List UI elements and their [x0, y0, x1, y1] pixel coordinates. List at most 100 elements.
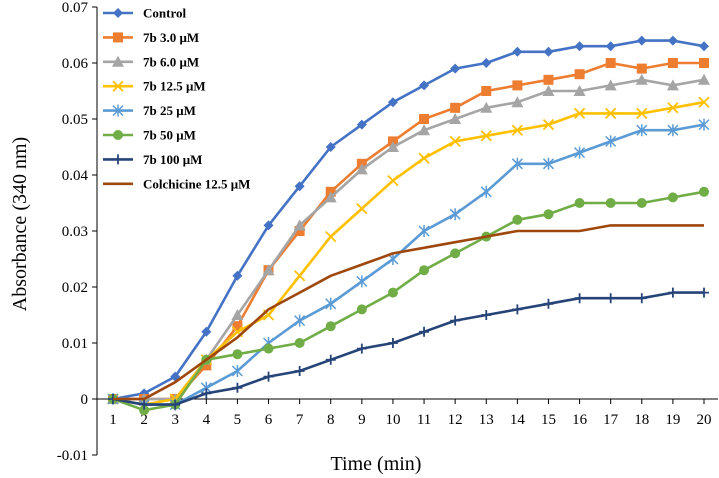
legend-label: 7b 25 μM: [143, 103, 196, 118]
series-line: [112, 123, 705, 406]
data-point: [293, 270, 306, 282]
data-point: [605, 198, 616, 208]
data-point: [574, 198, 585, 208]
data-point: [699, 58, 709, 68]
data-point: [294, 226, 305, 236]
data-point: [636, 107, 648, 120]
data-point: [699, 186, 709, 197]
x-tick-label: 3: [171, 412, 179, 428]
data-point: [113, 32, 123, 43]
data-point: [232, 270, 243, 281]
y-tick-label: -0.01: [57, 448, 88, 464]
y-tick-label: 0.06: [62, 56, 89, 72]
data-point: [263, 371, 274, 382]
data-point: [356, 304, 367, 315]
legend-label: 7b 50 μM: [143, 128, 196, 143]
data-point: [636, 293, 647, 304]
data-point: [542, 157, 555, 170]
data-point: [232, 321, 243, 332]
data-point: [386, 141, 399, 152]
data-point: [480, 101, 493, 113]
data-point: [543, 298, 554, 309]
x-tick-label: 2: [140, 412, 148, 428]
y-tick-label: 0.05: [62, 112, 88, 128]
x-axis-title: Time (min): [331, 453, 422, 475]
data-point: [542, 85, 555, 96]
data-point: [699, 287, 709, 298]
data-point: [543, 74, 554, 85]
y-tick-label: 0.01: [62, 336, 88, 352]
x-tick-label: 12: [448, 412, 463, 428]
legend-label: Colchicine 12.5 μM: [143, 176, 250, 191]
series-line: [112, 291, 704, 406]
data-point: [293, 219, 306, 231]
data-point: [418, 152, 430, 164]
data-point: [387, 174, 399, 187]
data-point: [325, 230, 337, 243]
data-point: [201, 326, 212, 337]
series-line: [113, 224, 704, 401]
data-point: [636, 124, 648, 137]
legend-item: 7b 3.0 μM: [103, 30, 199, 45]
data-point: [170, 399, 181, 410]
data-point: [480, 130, 492, 142]
data-point: [511, 96, 524, 108]
data-point: [449, 113, 462, 124]
x-axis-ticks: 1 2 3 4 5 6 7 8 9 10 11 12 13 14 15 16 17 18 19 20: [109, 399, 712, 428]
data-point: [573, 85, 586, 96]
data-point: [419, 326, 430, 337]
data-point: [543, 46, 554, 57]
x-tick-label: 16: [572, 412, 588, 428]
data-point: [113, 154, 123, 165]
data-point: [387, 287, 398, 298]
legend-item: 7b 12.5 μM: [103, 79, 206, 94]
data-point: [666, 79, 679, 91]
data-point: [698, 96, 710, 108]
data-point: [294, 181, 305, 192]
data-point: [542, 118, 555, 131]
series-1: [108, 58, 709, 404]
data-point: [325, 142, 336, 152]
data-point: [636, 198, 647, 208]
series-7: [113, 224, 704, 401]
series-line: [113, 78, 705, 401]
data-point: [112, 80, 124, 92]
data-point: [635, 73, 648, 85]
legend-item: 7b 100 μM: [103, 152, 202, 167]
data-point: [450, 248, 461, 259]
data-point: [574, 293, 585, 304]
data-point: [698, 118, 710, 131]
data-point: [294, 366, 305, 376]
y-tick-label: 0.02: [62, 280, 88, 296]
series-line: [112, 39, 705, 401]
data-point: [511, 157, 523, 170]
data-point: [201, 388, 212, 399]
data-point: [574, 41, 585, 52]
data-point: [605, 58, 616, 68]
legend-item: Control: [103, 6, 186, 21]
data-point: [698, 73, 710, 85]
legend-item: 7b 6.0 μM: [103, 54, 199, 69]
legend-label: Control: [143, 6, 186, 21]
data-point: [450, 102, 461, 113]
legend-item: Colchicine 12.5 μM: [103, 176, 250, 191]
data-point: [419, 114, 430, 124]
data-point: [112, 55, 124, 67]
x-tick-label: 7: [296, 412, 304, 428]
x-tick-label: 18: [634, 412, 649, 428]
legend-item: 7b 50 μM: [103, 128, 196, 143]
data-point: [201, 360, 212, 371]
data-point: [667, 102, 679, 114]
data-point: [573, 107, 586, 120]
data-point: [574, 146, 586, 159]
x-tick-label: 4: [203, 412, 211, 428]
data-point: [605, 293, 616, 304]
y-tick-label: 0.07: [62, 0, 89, 16]
data-point: [512, 214, 523, 225]
legend-label: 7b 12.5 μM: [143, 79, 206, 94]
data-point: [636, 63, 647, 74]
data-point: [325, 297, 337, 310]
series-line: [112, 190, 705, 412]
data-point: [667, 35, 678, 46]
data-point: [139, 399, 150, 410]
